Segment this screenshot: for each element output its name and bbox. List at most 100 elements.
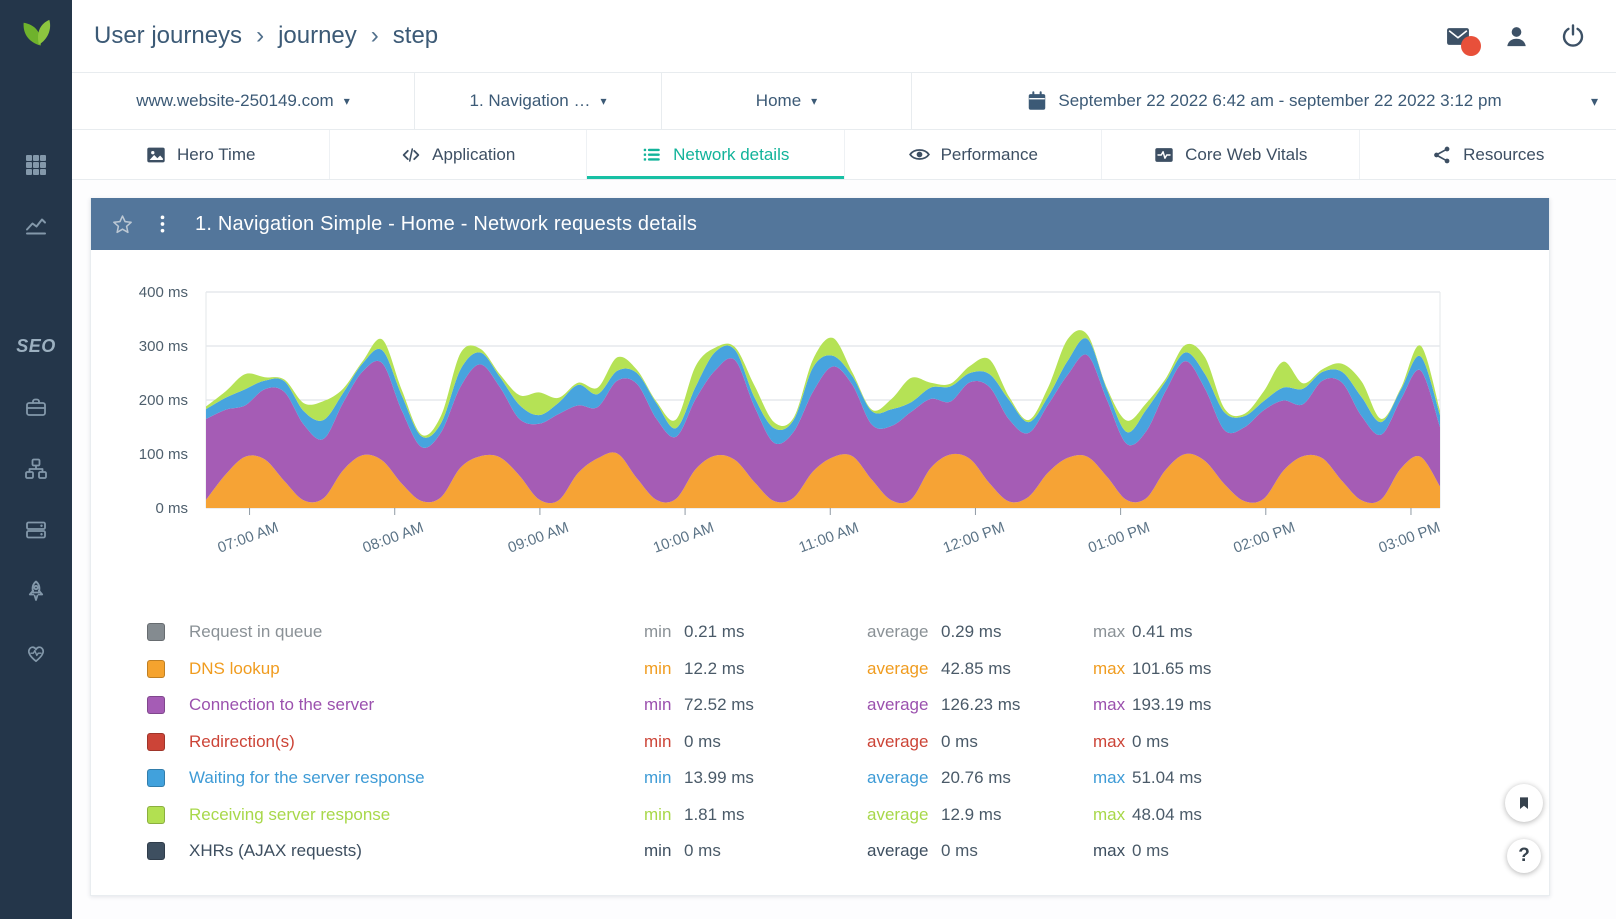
tab-performance[interactable]: Performance xyxy=(845,130,1102,179)
stat-max-value: 0 ms xyxy=(1132,841,1169,861)
kebab-menu-icon[interactable] xyxy=(160,213,165,235)
step-selector[interactable]: Home ▾ xyxy=(662,73,912,129)
widget-panel: 1. Navigation Simple - Home - Network re… xyxy=(90,198,1550,896)
panel-header: 1. Navigation Simple - Home - Network re… xyxy=(91,198,1549,250)
stat-max-label: max xyxy=(1093,804,1126,824)
stat-average-label: average xyxy=(867,658,929,678)
legend-swatch xyxy=(147,805,165,824)
legend-stat-min: min 0 ms xyxy=(644,841,867,861)
chart-area: 0 ms 100 ms 200 ms 300 ms 400 ms 07:00 AM 08:0… xyxy=(91,250,1549,572)
date-range-selector[interactable]: September 22 2022 6:42 am - september 22… xyxy=(912,73,1616,129)
stat-average-value: 0.29 ms xyxy=(941,622,1002,642)
favorite-star-icon[interactable] xyxy=(111,213,134,236)
legend-stat-average: average 20.76 ms xyxy=(867,768,1093,788)
website-selector[interactable]: www.website-250149.com ▾ xyxy=(72,73,415,129)
stat-average-value: 12.9 ms xyxy=(941,804,1002,824)
breadcrumb-journey[interactable]: journey xyxy=(278,22,357,49)
stat-max-label: max xyxy=(1093,768,1126,788)
breadcrumb-user-journeys[interactable]: User journeys xyxy=(94,22,243,49)
stat-average-value: 0 ms xyxy=(941,731,978,751)
sidebar-item-apps-grid-icon[interactable] xyxy=(24,153,48,177)
stat-min-value: 72.52 ms xyxy=(684,695,754,715)
legend-stat-max: max 193.19 ms xyxy=(1093,695,1211,715)
legend-row[interactable]: Receiving server response min 1.81 ms avera… xyxy=(147,797,1549,834)
journey-selector[interactable]: 1. Navigation … ▾ xyxy=(415,73,662,129)
stat-max-label: max xyxy=(1093,731,1126,751)
network-timings-chart[interactable]: 0 ms 100 ms 200 ms 300 ms 400 ms 07:00 AM 08:0… xyxy=(91,250,1549,572)
stat-max-value: 48.04 ms xyxy=(1132,804,1202,824)
website-selector-value: www.website-250149.com xyxy=(136,91,334,110)
tab-core-web-vitals[interactable]: Core Web Vitals xyxy=(1102,130,1360,179)
page-content: 1. Navigation Simple - Home - Network re… xyxy=(72,180,1616,919)
tab-hero-time[interactable]: Hero Time xyxy=(72,130,330,179)
breadcrumb: User journeys › journey › step xyxy=(94,22,438,50)
legend-row[interactable]: Waiting for the server response min 13.99 … xyxy=(147,760,1549,797)
messages-envelope-icon[interactable] xyxy=(1443,24,1481,56)
legend-row[interactable]: Redirection(s) min 0 ms average 0 ms max 0 ms xyxy=(147,724,1549,761)
sidebar-item-sitemap-icon[interactable] xyxy=(24,457,48,481)
svg-text:200 ms: 200 ms xyxy=(139,392,188,409)
legend-stat-min: min 1.81 ms xyxy=(644,805,867,825)
sidebar-item-server-icon[interactable] xyxy=(24,518,48,542)
sidebar-item-health-heart-icon[interactable] xyxy=(24,641,48,665)
stat-average-label: average xyxy=(867,841,929,861)
stat-min-value: 1.81 ms xyxy=(684,804,745,824)
legend-row[interactable]: XHRs (AJAX requests) min 0 ms average 0 ms ma… xyxy=(147,833,1549,870)
sidebar-item-seo[interactable]: SEO xyxy=(16,336,56,357)
panel-title: 1. Navigation Simple - Home - Network re… xyxy=(195,212,698,235)
svg-text:01:00 PM: 01:00 PM xyxy=(1086,519,1152,557)
sidebar-nav: SEO xyxy=(16,72,56,665)
svg-text:09:00 AM: 09:00 AM xyxy=(506,519,571,557)
tab-bar: Hero Time Application Network details xyxy=(72,130,1616,180)
sidebar-item-briefcase-icon[interactable] xyxy=(24,395,48,419)
sidebar-item-analytics-chart-icon[interactable] xyxy=(24,213,48,237)
stat-average-label: average xyxy=(867,622,929,642)
stat-max-value: 0 ms xyxy=(1132,731,1169,751)
legend-series-name: DNS lookup xyxy=(189,658,280,678)
stat-min-value: 13.99 ms xyxy=(684,768,754,788)
legend-stat-max: max 0 ms xyxy=(1093,841,1169,861)
legend-stat-average: average 0 ms xyxy=(867,841,1093,861)
breadcrumb-separator: › xyxy=(370,22,379,49)
network-list-icon xyxy=(643,148,660,161)
help-button[interactable]: ? xyxy=(1507,839,1541,873)
stat-max-label: max xyxy=(1093,695,1126,715)
stat-max-value: 101.65 ms xyxy=(1132,658,1212,678)
tab-network-details[interactable]: Network details xyxy=(587,130,845,179)
tab-resources[interactable]: Resources xyxy=(1360,130,1616,179)
breadcrumb-separator: › xyxy=(256,22,265,49)
legend-stat-max: max 0 ms xyxy=(1093,732,1169,752)
stat-min-label: min xyxy=(644,695,672,715)
legend-row[interactable]: DNS lookup min 12.2 ms average 42.85 ms max 10… xyxy=(147,651,1549,688)
stat-average-label: average xyxy=(867,731,929,751)
legend-stat-average: average 126.23 ms xyxy=(867,695,1093,715)
legend-swatch xyxy=(147,623,165,642)
svg-text:10:00 AM: 10:00 AM xyxy=(651,519,716,557)
bookmark-button[interactable] xyxy=(1505,784,1543,822)
logo-leaf-icon[interactable] xyxy=(17,0,55,72)
legend-row[interactable]: Connection to the server min 72.52 ms avera… xyxy=(147,687,1549,724)
stat-min-label: min xyxy=(644,841,672,861)
stat-min-value: 12.2 ms xyxy=(684,658,745,678)
tab-application[interactable]: Application xyxy=(330,130,587,179)
stat-min-label: min xyxy=(644,768,672,788)
legend-series-name: XHRs (AJAX requests) xyxy=(189,841,362,861)
svg-text:11:00 AM: 11:00 AM xyxy=(797,519,861,556)
legend-row[interactable]: Request in queue min 0.21 ms average 0.29 ms… xyxy=(147,614,1549,651)
svg-text:100 ms: 100 ms xyxy=(139,446,188,463)
stat-min-value: 0.21 ms xyxy=(684,622,745,642)
code-icon xyxy=(402,147,420,162)
stat-average-label: average xyxy=(867,695,929,715)
stat-average-label: average xyxy=(867,768,929,788)
power-logout-icon[interactable] xyxy=(1560,23,1586,49)
breadcrumb-step[interactable]: step xyxy=(392,22,439,49)
vitals-chart-icon xyxy=(1155,147,1173,162)
legend-stat-max: max 48.04 ms xyxy=(1093,805,1202,825)
sidebar-item-rocket-icon[interactable] xyxy=(24,579,48,603)
svg-text:02:00 PM: 02:00 PM xyxy=(1231,519,1297,557)
legend-stat-max: max 0.41 ms xyxy=(1093,622,1192,642)
user-profile-icon[interactable] xyxy=(1503,23,1530,50)
legend-stat-average: average 0 ms xyxy=(867,732,1093,752)
stat-max-label: max xyxy=(1093,622,1126,642)
